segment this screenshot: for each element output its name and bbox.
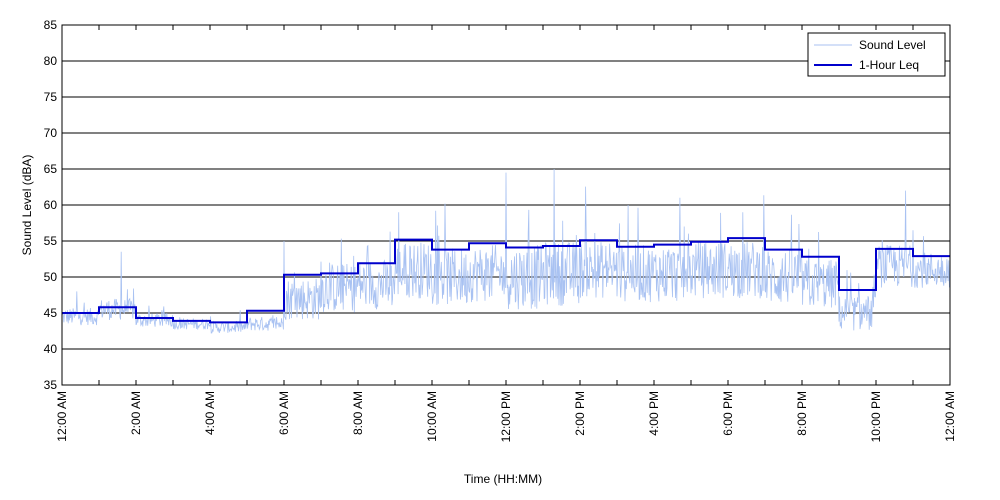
series-leq-step-line — [62, 237, 950, 324]
plot-area-border — [61, 24, 951, 386]
y-tick-label: 60 — [44, 198, 58, 212]
x-tick-label: 6:00 PM — [721, 391, 735, 436]
y-tick-label: 65 — [44, 162, 58, 176]
x-tick-label: 4:00 PM — [647, 391, 661, 436]
y-tick-label: 35 — [44, 378, 58, 392]
legend: Sound Level 1-Hour Leq — [807, 32, 946, 77]
legend-label-leq: 1-Hour Leq — [859, 58, 919, 72]
x-tick-label: 2:00 PM — [573, 391, 587, 436]
series-layer — [62, 168, 950, 334]
series-sound-level-line — [62, 168, 950, 334]
legend-label-sound-level: Sound Level — [859, 38, 926, 52]
y-tick-label: 55 — [44, 234, 58, 248]
y-tick-label: 70 — [44, 126, 58, 140]
x-tick-label: 10:00 AM — [425, 391, 439, 442]
x-tick-label: 8:00 AM — [351, 391, 365, 435]
y-axis-ticks: 35 40 45 50 55 60 65 70 75 80 85 — [44, 18, 58, 392]
grid-lines — [62, 60, 950, 350]
y-axis-label: Sound Level (dBA) — [20, 155, 34, 256]
x-tick-label: 4:00 AM — [203, 391, 217, 435]
y-tick-label: 45 — [44, 306, 58, 320]
x-tick-label: 12:00 AM — [943, 391, 957, 442]
x-tick-label: 6:00 AM — [277, 391, 291, 435]
x-tick-label: 2:00 AM — [129, 391, 143, 435]
x-axis-ticks: 12:00 AM 2:00 AM 4:00 AM 6:00 AM 8:00 AM 10:0… — [55, 25, 957, 442]
x-axis-label: Time (HH:MM) — [464, 472, 542, 486]
y-tick-label: 85 — [44, 18, 58, 32]
x-tick-label: 12:00 PM — [499, 391, 513, 442]
x-tick-label: 10:00 PM — [869, 391, 883, 442]
y-tick-label: 40 — [44, 342, 58, 356]
x-tick-label: 8:00 PM — [795, 391, 809, 436]
legend-box — [807, 32, 946, 77]
y-tick-label: 80 — [44, 54, 58, 68]
y-tick-label: 50 — [44, 270, 58, 284]
y-tick-label: 75 — [44, 90, 58, 104]
x-tick-label: 12:00 AM — [55, 391, 69, 442]
